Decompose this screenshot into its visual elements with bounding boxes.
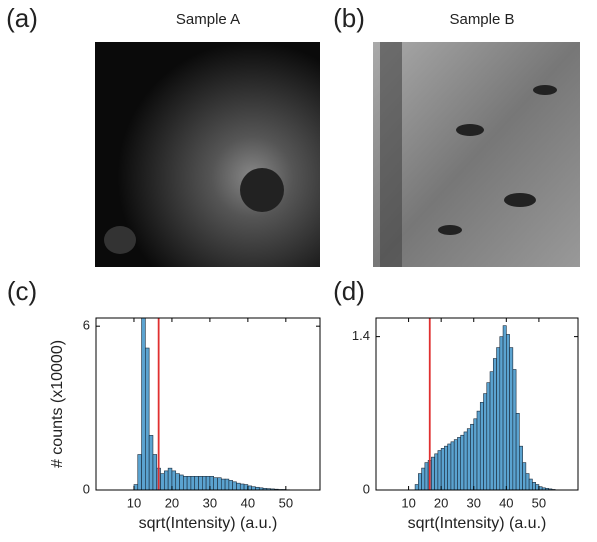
bar [476,410,481,491]
x-tick-label: 30 [203,495,217,510]
bar [483,393,488,491]
panel-title: Sample B [449,11,514,28]
bar [532,482,536,491]
bar [470,423,475,491]
bar [450,441,455,491]
bar [213,477,218,491]
plot-frame [95,317,321,491]
x-tick-label: 20 [165,495,179,510]
bar [486,382,491,491]
bar [198,476,203,491]
bar [509,347,514,491]
bar [137,454,142,491]
x-tick-label: 40 [499,495,513,510]
bar [239,483,245,491]
bar [444,445,448,491]
bar [492,358,497,491]
x-tick-label: 30 [467,495,481,510]
bar [247,485,252,491]
bar [133,484,139,491]
panel-title: Sample A [176,11,240,28]
bar [160,473,165,491]
panel-label: (b) [333,3,365,33]
x-tick-label: 10 [127,495,141,510]
bar [224,478,230,491]
image-a [95,42,320,267]
bar [519,445,523,491]
x-tick-label: 20 [434,495,448,510]
y-tick-label: 1.4 [352,328,370,343]
bar [186,476,192,491]
y-tick-label: 0 [363,481,370,496]
bar [499,336,504,491]
bar [145,347,150,491]
bar [175,473,180,491]
bar [418,473,422,491]
bar [522,462,527,491]
bar [437,450,442,491]
x-axis-label: sqrt(Intensity) (a.u.) [408,515,547,532]
bar [220,478,226,491]
bar [236,482,241,491]
bar [528,478,533,491]
bar [243,484,249,491]
bar [202,476,207,491]
bar [453,439,458,491]
bar [525,473,530,491]
panel-label: (d) [333,276,365,306]
bar [194,476,199,491]
bar [496,347,501,491]
bar [466,428,471,491]
bar [167,467,173,491]
bar [440,448,445,491]
bar [217,477,222,491]
image-b [373,42,580,267]
x-tick-label: 50 [532,495,546,510]
bar [515,413,520,491]
y-tick-label: 0 [83,481,90,496]
plot-frame [375,317,579,491]
bar [489,371,494,491]
bar [434,453,439,491]
bar [479,402,484,491]
bar [179,474,184,491]
bar [424,462,429,491]
bar [463,431,468,491]
bar [512,369,517,491]
bar [431,456,435,491]
bar [232,481,237,491]
bar [460,434,465,491]
bar [152,454,158,491]
bar [414,484,419,491]
bar [148,435,154,491]
y-tick-label: 6 [83,318,90,333]
bar [447,443,452,491]
panel-label: (a) [6,3,38,33]
bar [502,325,507,491]
bar [171,470,177,491]
x-tick-label: 40 [241,495,255,510]
bar [205,476,211,491]
bar [164,470,169,491]
bar [209,476,214,491]
bar [506,334,510,491]
bar [183,476,188,491]
x-tick-label: 10 [401,495,415,510]
bar [457,437,462,491]
x-axis-label: sqrt(Intensity) (a.u.) [139,515,278,532]
bar [190,476,196,491]
bar [141,317,146,491]
bar [421,467,426,491]
panel-label: (c) [7,276,37,306]
bar [473,418,478,491]
y-axis-label: # counts (x10000) [49,340,66,468]
x-tick-label: 50 [279,495,293,510]
bar [228,480,233,491]
